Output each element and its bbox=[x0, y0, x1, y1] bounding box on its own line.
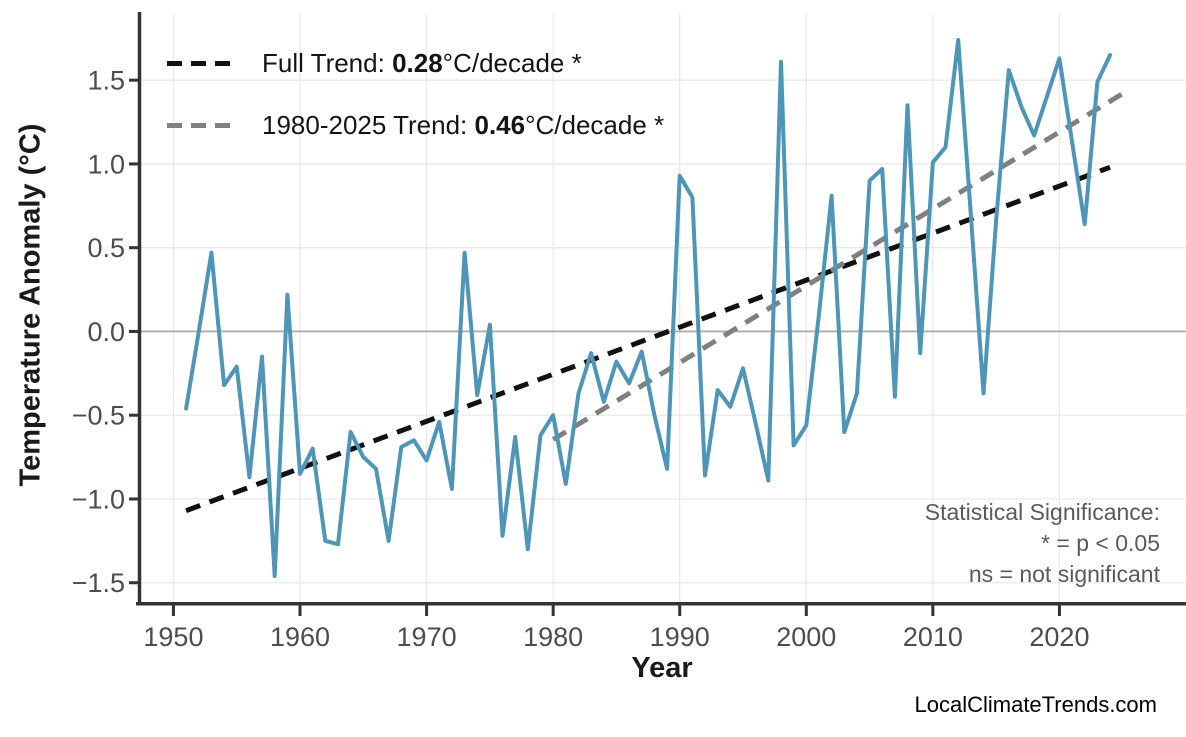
x-tick-label: 1950 bbox=[143, 622, 203, 652]
y-tick-label: 1.5 bbox=[87, 66, 125, 96]
recent-trend-value: 0.46 bbox=[474, 110, 526, 140]
recent-trend-dash-icon bbox=[167, 122, 233, 128]
full-trend-label: Full Trend: 0.28°C/decade * bbox=[262, 45, 582, 81]
recent-trend-suffix: °C/decade * bbox=[525, 110, 665, 140]
x-tick-label: 2020 bbox=[1029, 622, 1089, 652]
significance-line-3: ns = not significant bbox=[968, 561, 1160, 587]
x-tick-label: 2010 bbox=[903, 622, 963, 652]
full-trend-prefix: Full Trend: bbox=[262, 48, 393, 78]
y-axis-title: Temperature Anomaly (°C) bbox=[14, 123, 47, 487]
recent-trend-label: 1980-2025 Trend: 0.46°C/decade * bbox=[262, 107, 664, 143]
recent-trend-prefix: 1980-2025 Trend: bbox=[262, 110, 475, 140]
recent-trend-line bbox=[551, 91, 1125, 442]
full-trend-dash-icon bbox=[167, 60, 233, 66]
anomaly-line bbox=[184, 38, 1113, 578]
x-tick-label: 1990 bbox=[650, 622, 710, 652]
x-axis-title: Year bbox=[631, 652, 693, 684]
y-tick-label: 1.0 bbox=[87, 149, 125, 179]
y-tick-label: −1.5 bbox=[72, 568, 125, 598]
x-tick-label: 1970 bbox=[397, 622, 457, 652]
y-tick-label: 0.5 bbox=[87, 233, 125, 263]
significance-annotation: Statistical Significance: * = p < 0.05 n… bbox=[925, 497, 1160, 590]
x-tick-label: 2000 bbox=[776, 622, 836, 652]
legend-entry-recent-trend: 1980-2025 Trend: 0.46°C/decade * bbox=[167, 107, 664, 143]
legend: Full Trend: 0.28°C/decade * 1980-2025 Tr… bbox=[167, 45, 664, 143]
significance-line-2: * = p < 0.05 bbox=[1041, 530, 1160, 556]
y-tick-label: −1.0 bbox=[72, 484, 125, 514]
legend-entry-full-trend: Full Trend: 0.28°C/decade * bbox=[167, 45, 664, 81]
full-trend-value: 0.28 bbox=[392, 48, 443, 78]
watermark: LocalClimateTrends.com bbox=[914, 692, 1158, 717]
significance-line-1: Statistical Significance: bbox=[924, 499, 1160, 525]
y-tick-label: 0.0 bbox=[87, 317, 125, 347]
full-trend-line bbox=[185, 164, 1111, 514]
y-tick-label: −0.5 bbox=[72, 401, 125, 431]
x-tick-label: 1980 bbox=[523, 622, 583, 652]
full-trend-suffix: °C/decade * bbox=[442, 48, 582, 78]
x-tick-label: 1960 bbox=[270, 622, 330, 652]
